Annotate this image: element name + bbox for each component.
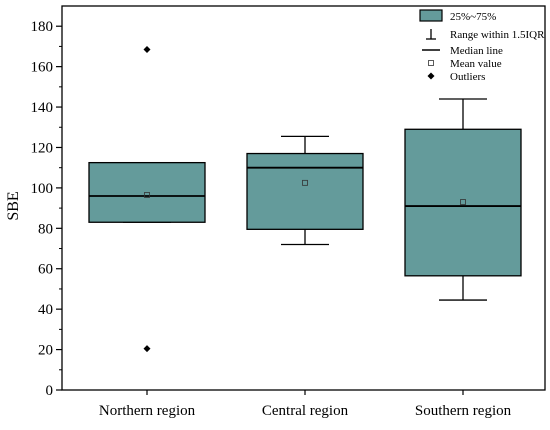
- x-tick-label: Southern region: [415, 403, 512, 419]
- box-group: [88, 45, 206, 353]
- y-tick-label: 40: [38, 302, 53, 318]
- y-axis-label: SBE: [5, 191, 22, 220]
- box-group: [246, 135, 364, 246]
- legend-box-swatch: [419, 9, 443, 22]
- mean-marker: [302, 179, 308, 186]
- boxes-layer: [88, 45, 522, 353]
- mean-marker: [460, 199, 466, 205]
- y-tick-label: 160: [31, 60, 54, 76]
- y-tick-label: 120: [31, 140, 54, 156]
- x-tick-label: Northern region: [99, 403, 196, 419]
- legend-mean-swatch: [428, 60, 434, 66]
- iqr-box: [404, 128, 522, 277]
- iqr-box: [246, 152, 364, 230]
- legend-label: Median line: [450, 45, 503, 57]
- legend-label: Outliers: [450, 71, 485, 83]
- y-tick-label: 60: [38, 262, 53, 278]
- box-group: [404, 98, 522, 301]
- legend: 25%~75% Range within 1.5IQR Median lineMea…: [419, 9, 545, 83]
- outlier-point: [143, 45, 151, 53]
- y-tick-label: 80: [38, 221, 53, 237]
- mean-marker: [144, 192, 150, 198]
- y-tick-label: 140: [31, 100, 54, 116]
- plot-frame: [61, 5, 546, 391]
- legend-label: Mean value: [450, 58, 502, 70]
- y-tick-label: 100: [31, 181, 54, 197]
- axes-layer: 0 20 40 60 80 100 120 140 160 180 Northern region C…: [31, 5, 546, 419]
- y-tick-label: 20: [38, 343, 53, 359]
- y-tick-label: 0: [46, 383, 54, 399]
- legend-label: Range within 1.5IQR: [450, 29, 545, 41]
- y-tick-label: 180: [31, 19, 54, 35]
- x-tick-label: Central region: [262, 403, 349, 419]
- outlier-point: [143, 345, 151, 353]
- legend-label: 25%~75%: [450, 11, 496, 23]
- legend-outlier-swatch: [427, 72, 435, 80]
